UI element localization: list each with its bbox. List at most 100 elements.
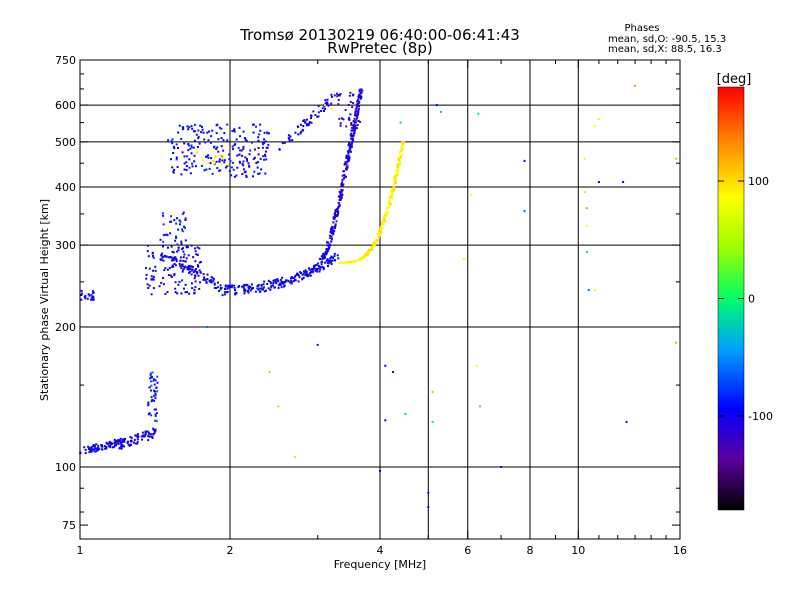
data-point xyxy=(674,157,677,160)
data-point xyxy=(119,442,122,444)
data-point xyxy=(183,168,186,171)
data-point xyxy=(194,268,197,270)
data-point xyxy=(356,117,358,120)
data-point xyxy=(379,227,382,230)
data-point xyxy=(155,408,157,411)
data-point xyxy=(105,445,108,448)
data-point xyxy=(118,439,121,442)
data-point xyxy=(203,276,206,279)
data-point xyxy=(388,206,391,209)
data-point xyxy=(213,145,216,148)
data-point xyxy=(249,289,252,292)
data-points xyxy=(79,84,679,508)
data-point xyxy=(197,137,200,140)
data-point xyxy=(142,435,145,438)
data-point xyxy=(104,447,107,450)
data-point xyxy=(353,130,356,133)
data-point xyxy=(212,159,215,162)
data-point xyxy=(193,270,196,273)
data-point xyxy=(244,137,246,139)
data-point xyxy=(144,430,147,433)
data-point xyxy=(145,273,148,276)
data-point xyxy=(101,448,104,451)
data-point xyxy=(94,450,97,453)
data-point xyxy=(279,284,282,286)
data-point xyxy=(355,259,358,262)
y-tick-label: 75 xyxy=(62,519,76,532)
data-point xyxy=(124,437,126,440)
data-point xyxy=(84,448,87,451)
data-point xyxy=(223,132,226,134)
data-point xyxy=(201,125,203,128)
data-point xyxy=(207,154,210,157)
data-point xyxy=(242,147,245,150)
data-point xyxy=(198,269,201,272)
data-point xyxy=(289,281,292,284)
data-point xyxy=(186,125,189,128)
data-point xyxy=(150,400,153,403)
data-point xyxy=(351,137,354,140)
data-point xyxy=(363,254,366,257)
data-point xyxy=(235,138,238,141)
data-point xyxy=(304,269,307,272)
data-point xyxy=(289,135,292,138)
data-point xyxy=(194,247,196,250)
data-point xyxy=(241,173,244,175)
data-point xyxy=(242,130,245,133)
data-point xyxy=(228,158,231,160)
data-point xyxy=(346,261,349,264)
data-point xyxy=(153,432,156,435)
data-point xyxy=(386,207,389,210)
data-point xyxy=(270,286,273,289)
data-point xyxy=(356,127,359,130)
data-point xyxy=(583,191,586,194)
data-point xyxy=(392,189,395,192)
data-point xyxy=(180,240,183,243)
data-point xyxy=(290,282,293,285)
data-point xyxy=(128,443,131,446)
data-point xyxy=(294,275,297,278)
data-point xyxy=(148,432,151,435)
colorbar-ticks: 100 0 -100 xyxy=(718,175,773,423)
data-point xyxy=(341,189,344,192)
data-point xyxy=(192,130,195,133)
data-point xyxy=(202,278,205,281)
x-tick-label: 6 xyxy=(464,544,471,557)
data-point xyxy=(346,160,349,163)
data-point xyxy=(249,286,252,288)
data-point xyxy=(263,158,266,161)
data-point xyxy=(193,292,196,295)
data-point xyxy=(381,227,384,230)
data-point xyxy=(321,266,324,269)
data-point xyxy=(234,292,237,295)
data-point xyxy=(330,240,333,243)
data-point xyxy=(149,433,152,436)
data-point xyxy=(234,289,236,292)
data-point xyxy=(175,222,178,225)
data-point xyxy=(133,441,135,444)
data-point xyxy=(152,256,155,259)
data-point xyxy=(183,225,185,228)
data-point xyxy=(340,117,343,120)
data-point xyxy=(239,149,242,152)
data-point xyxy=(356,124,359,126)
data-point xyxy=(291,139,294,142)
data-point xyxy=(224,285,227,288)
data-point xyxy=(175,158,178,161)
data-point xyxy=(194,260,197,263)
data-point xyxy=(179,265,182,268)
data-point xyxy=(217,281,219,284)
data-point xyxy=(334,214,337,217)
data-point xyxy=(189,268,192,270)
data-point xyxy=(396,172,399,175)
data-point xyxy=(297,280,300,283)
data-point xyxy=(242,164,245,167)
data-point xyxy=(129,436,132,439)
data-point xyxy=(318,265,320,268)
data-point xyxy=(339,198,342,201)
data-point xyxy=(349,91,352,94)
data-point xyxy=(178,263,181,265)
data-point xyxy=(463,258,466,260)
data-point xyxy=(174,291,177,294)
data-point xyxy=(330,93,333,96)
